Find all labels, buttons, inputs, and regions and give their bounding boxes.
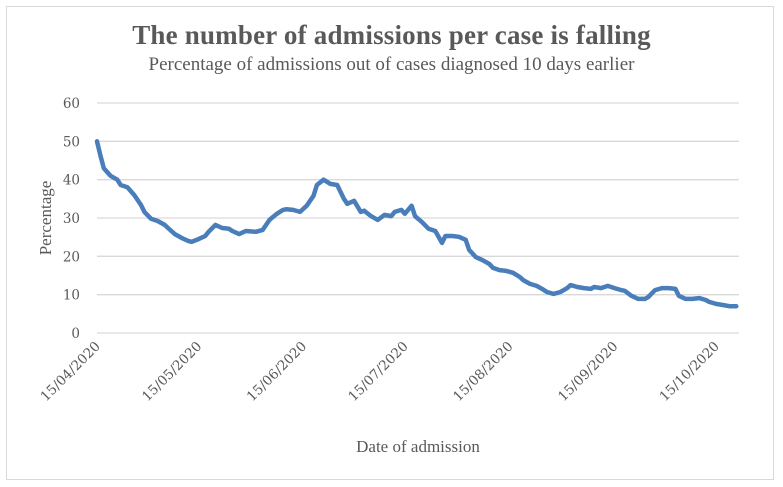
x-axis-label: Date of admission — [356, 437, 480, 456]
gridlines — [97, 102, 739, 334]
x-tick-label: 15/09/2020 — [555, 339, 621, 405]
x-axis-ticks: 15/04/2020 15/05/2020 15/06/2020 15/07/2020… — [37, 339, 722, 405]
y-tick-label: 40 — [63, 173, 80, 189]
y-tick-label: 20 — [63, 249, 80, 265]
x-tick-label: 15/10/2020 — [656, 339, 722, 405]
series-group — [94, 139, 739, 309]
chart-frame — [6, 6, 774, 480]
chart-title: The number of admissions per case is fal… — [132, 20, 651, 50]
x-tick-label: 15/06/2020 — [244, 339, 310, 405]
y-tick-label: 0 — [71, 326, 80, 342]
x-tick-label: 15/05/2020 — [139, 339, 205, 405]
y-tick-label: 30 — [63, 211, 80, 227]
y-axis-ticks: 0 10 20 30 40 50 60 — [63, 96, 80, 342]
x-tick-label: 15/07/2020 — [345, 339, 411, 405]
y-tick-label: 60 — [63, 96, 80, 112]
chart-subtitle: Percentage of admissions out of cases di… — [148, 54, 635, 75]
x-tick-label: 15/04/2020 — [37, 339, 103, 405]
x-tick-label: 15/08/2020 — [450, 339, 516, 405]
y-axis-label: Percentage — [36, 181, 55, 256]
y-tick-label: 10 — [63, 288, 80, 304]
series-line — [94, 139, 739, 309]
y-tick-label: 50 — [63, 134, 80, 150]
